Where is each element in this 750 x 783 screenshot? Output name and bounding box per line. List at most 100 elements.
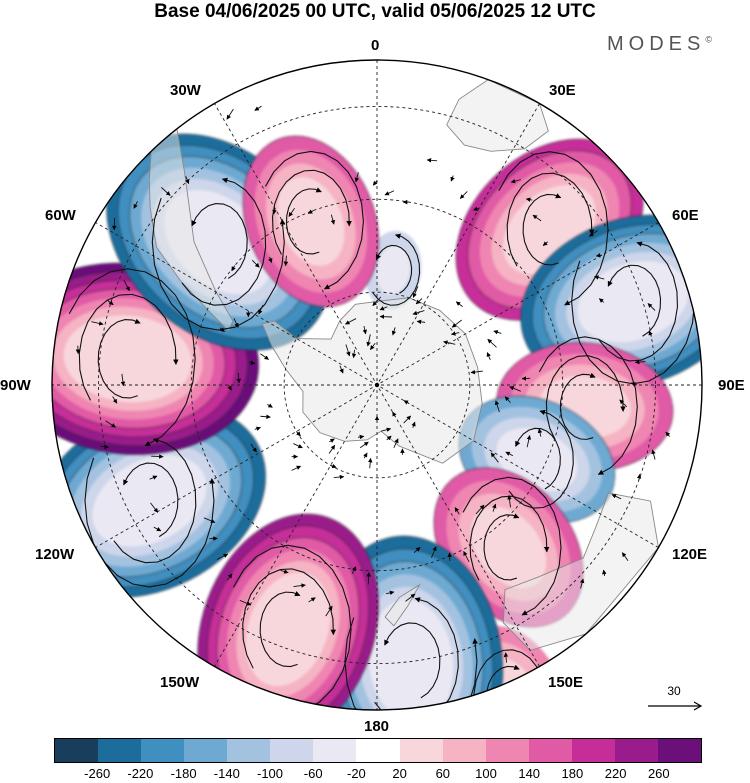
wind-arrow xyxy=(369,342,376,350)
streamline xyxy=(571,260,696,385)
wind-arrow xyxy=(648,330,653,337)
wind-arrow xyxy=(329,438,335,443)
streamline xyxy=(123,462,179,538)
wind-arrow xyxy=(293,583,306,588)
wind-arrow xyxy=(475,504,485,515)
wind-arrow xyxy=(328,444,336,454)
wind-arrow xyxy=(333,474,345,480)
colorbar-tick-label: 260 xyxy=(647,766,670,781)
wind-arrow xyxy=(345,318,357,325)
wind-arrow xyxy=(91,321,104,326)
wind-arrow xyxy=(330,214,336,225)
wind-arrow xyxy=(386,435,392,441)
wind-arrow xyxy=(226,108,234,120)
vector-scale-value: 30 xyxy=(667,684,681,698)
colorbar-swatch xyxy=(485,739,529,762)
wind-arrow xyxy=(254,426,261,431)
wind-arrow xyxy=(351,566,357,574)
wind-arrow xyxy=(260,414,271,420)
wind-arrow xyxy=(161,187,171,196)
colorbar-tick-label: 180 xyxy=(561,766,584,781)
wind-arrow xyxy=(123,279,130,292)
anomaly-field xyxy=(52,133,702,710)
label-lon-30w: 30W xyxy=(170,82,201,99)
wind-arrow xyxy=(494,400,500,413)
wind-arrow xyxy=(227,384,232,391)
colorbar-swatch xyxy=(227,739,271,762)
wind-arrow xyxy=(203,517,216,523)
wind-arrow xyxy=(216,553,229,560)
colorbar-swatch xyxy=(270,739,314,762)
colorbar-tick-label: -180 xyxy=(170,766,197,781)
wind-arrow xyxy=(372,180,378,186)
streamline xyxy=(264,150,364,290)
wind-arrow xyxy=(254,105,262,111)
wind-arrow xyxy=(386,590,395,596)
wind-arrow xyxy=(413,546,421,554)
vector-scale-reference: 30 xyxy=(644,684,704,714)
wind-arrow xyxy=(505,451,514,457)
streamline xyxy=(462,476,562,616)
label-lon-90e: 90E xyxy=(718,377,745,394)
streamline xyxy=(384,622,441,699)
colorbar-swatch xyxy=(98,739,142,762)
wind-arrow xyxy=(363,452,368,459)
streamline xyxy=(68,268,196,447)
wind-arrow xyxy=(372,296,382,307)
streamline xyxy=(84,457,216,588)
wind-arrow xyxy=(454,507,460,515)
colorbar-swatch xyxy=(55,739,99,762)
label-lon-90w: 90W xyxy=(0,377,31,394)
wind-arrow xyxy=(307,209,314,214)
wind-arrow xyxy=(611,494,622,500)
streamline xyxy=(469,495,550,581)
wind-arrow xyxy=(415,298,423,305)
wind-arrow xyxy=(325,605,333,617)
colorbar-swatch xyxy=(313,739,357,762)
colorbar-swatch xyxy=(657,739,701,762)
wind-arrow xyxy=(589,230,598,237)
brand-name: MODES xyxy=(607,33,706,55)
colorbar-tick-label: -100 xyxy=(256,766,284,781)
streamline xyxy=(344,617,478,710)
wind-arrow xyxy=(490,452,499,463)
streamline xyxy=(78,293,179,401)
colorbar xyxy=(54,738,702,763)
colorbar-tick-label: -220 xyxy=(127,766,154,781)
wind-arrow xyxy=(308,597,316,603)
colorbar-swatch xyxy=(528,739,572,762)
wind-arrow xyxy=(651,449,656,460)
wind-arrow xyxy=(185,176,190,184)
wind-arrow xyxy=(239,599,252,606)
wind-arrow xyxy=(260,353,269,360)
colorbar-tick-label: 220 xyxy=(604,766,627,781)
wind-arrow xyxy=(411,421,416,428)
wind-arrow xyxy=(412,310,425,316)
wind-arrow xyxy=(426,158,438,163)
streamline xyxy=(259,591,301,668)
colorbar-swatch xyxy=(571,739,615,762)
wind-arrow xyxy=(493,330,502,335)
label-lon-0: 0 xyxy=(371,37,380,54)
wind-arrow xyxy=(403,400,410,405)
streamline xyxy=(559,372,596,440)
wind-arrow xyxy=(403,415,412,424)
streamline xyxy=(522,193,562,266)
wind-arrow xyxy=(473,206,480,211)
wind-arrow xyxy=(219,327,225,333)
latitude-circle xyxy=(97,105,657,665)
label-lon-120e: 120E xyxy=(672,546,708,563)
wind-arrow xyxy=(450,331,460,336)
colorbar-tick-label: -60 xyxy=(303,766,323,781)
wind-arrow xyxy=(619,399,628,408)
streamline xyxy=(272,169,352,255)
colorbar-tick-label: -260 xyxy=(84,766,111,781)
colorbar-swatch xyxy=(184,739,228,762)
wind-arrow xyxy=(291,465,302,471)
wind-arrow xyxy=(153,526,162,532)
label-lon-60e: 60E xyxy=(672,207,699,224)
wind-arrow xyxy=(112,396,118,404)
wind-arrow xyxy=(293,443,303,449)
wind-arrow xyxy=(150,502,159,513)
colorbar-tick-label: 60 xyxy=(435,766,451,781)
